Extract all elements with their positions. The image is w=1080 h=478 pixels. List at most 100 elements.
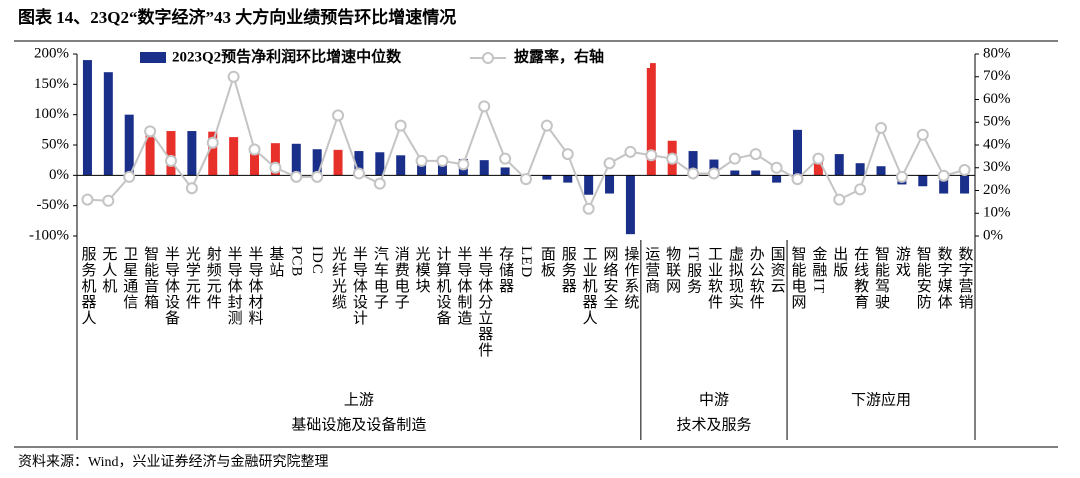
x-tick-label: 游戏: [894, 246, 911, 278]
x-tick-label: 网络安全: [602, 246, 619, 310]
bar: [145, 132, 155, 176]
legend-marker: [482, 52, 494, 64]
bar: [208, 131, 218, 176]
bar: [375, 152, 385, 176]
x-tick-label: 工业机器人: [581, 246, 598, 326]
x-tick-label: IDC: [309, 246, 325, 275]
title: 图表 14、23Q2“数字经济”43 大方向业绩预告环比增速情况: [18, 7, 456, 27]
group-name: 上游: [344, 391, 374, 408]
x-tick-label: 卫星通信: [121, 246, 138, 310]
y2-tick-label: 30%: [983, 159, 1011, 175]
bar: [584, 175, 594, 195]
bar: [396, 155, 406, 176]
x-tick-label: 计算机设备: [434, 246, 451, 326]
x-tick-label: 射频元件: [205, 246, 222, 310]
bar: [103, 72, 113, 176]
x-tick-label: 数字媒体: [936, 246, 953, 310]
line-marker: [645, 149, 658, 162]
bar: [730, 170, 740, 176]
line-marker: [833, 193, 846, 206]
bar: [813, 161, 823, 176]
x-tick-label: 智能音箱: [142, 245, 159, 310]
group-name: 中游: [699, 391, 729, 408]
x-tick-label: LED: [518, 246, 534, 278]
line-marker: [311, 170, 324, 183]
line-marker: [373, 177, 386, 190]
line-marker: [916, 128, 929, 141]
bar: [834, 154, 844, 176]
line-marker: [332, 109, 345, 122]
y2-tick-label: 60%: [983, 91, 1011, 107]
x-tick-label: 智能驾驶: [873, 245, 890, 310]
line-marker: [603, 157, 616, 170]
x-tick-label: 半导体制造: [455, 246, 472, 326]
line-marker: [248, 143, 261, 156]
line-marker: [791, 173, 804, 186]
line-marker: [895, 170, 908, 183]
bar: [751, 170, 761, 176]
y-tick-label: 150%: [34, 76, 69, 92]
bar: [187, 131, 197, 176]
line-marker: [687, 167, 700, 180]
line-marker: [123, 170, 136, 183]
line-marker: [582, 202, 595, 215]
line-marker: [958, 164, 971, 177]
x-tick-label: 光纤光缆: [330, 246, 347, 310]
x-tick-label: 半导体设备: [163, 246, 180, 326]
bar: [688, 151, 698, 176]
y-tick-label: 100%: [34, 106, 69, 122]
line-marker: [185, 182, 198, 195]
x-tick-label: 消费电子: [393, 246, 410, 310]
line-marker: [540, 119, 553, 132]
bar: [479, 160, 489, 176]
y2-tick-label: 20%: [983, 182, 1011, 198]
group-label: 基础设施及设备制造: [291, 416, 426, 433]
x-tick-label: IT服务: [685, 246, 702, 294]
line-marker: [394, 119, 407, 132]
legend-label: 2023Q2预告净利润环比增速中位数: [172, 47, 402, 65]
line-marker: [102, 194, 115, 207]
x-tick-label: 物联网: [664, 246, 681, 294]
bar: [333, 149, 343, 176]
x-tick-label: 服务机器人: [79, 246, 96, 326]
group-label: 技术及服务: [676, 416, 751, 433]
line-marker: [770, 161, 783, 174]
x-tick-label: 操作系统: [622, 246, 639, 310]
line-marker: [164, 154, 177, 167]
line-marker: [937, 169, 950, 182]
x-tick-label: 光学元件: [184, 246, 201, 310]
bar: [772, 175, 782, 183]
line-marker: [352, 167, 365, 180]
x-tick-label: 存储器: [497, 246, 514, 294]
y2-tick-label: 50%: [983, 114, 1011, 130]
line: [87, 73, 965, 212]
bar: [918, 175, 928, 187]
line-marker: [666, 152, 679, 165]
y-tick-label: 0%: [49, 167, 69, 183]
bar: [855, 163, 865, 176]
y2-tick-label: 0%: [983, 227, 1003, 243]
x-tick-label: 汽车电子: [372, 246, 389, 310]
x-tick-label: 办公软件: [748, 246, 765, 310]
x-tick-label: 光模块: [414, 246, 431, 294]
legend-swatch: [140, 52, 166, 63]
y-tick-label: 200%: [34, 45, 69, 61]
x-tick-label: 智能安防: [915, 245, 932, 310]
legend-label: 披露率，右轴: [514, 47, 604, 65]
line-marker: [561, 148, 574, 161]
line-marker: [227, 70, 240, 83]
line-marker: [269, 161, 282, 174]
bar: [605, 175, 615, 194]
line-marker: [812, 152, 825, 165]
x-tick-label: 虚拟现实: [727, 246, 744, 310]
bar: [960, 175, 970, 194]
bar: [563, 175, 573, 183]
line-marker: [290, 170, 303, 183]
x-tick-label: PCB: [288, 246, 304, 277]
line-marker: [749, 148, 762, 161]
bar: [124, 114, 134, 176]
bar: [312, 149, 322, 176]
bar: [792, 129, 802, 176]
line-marker: [728, 152, 741, 165]
